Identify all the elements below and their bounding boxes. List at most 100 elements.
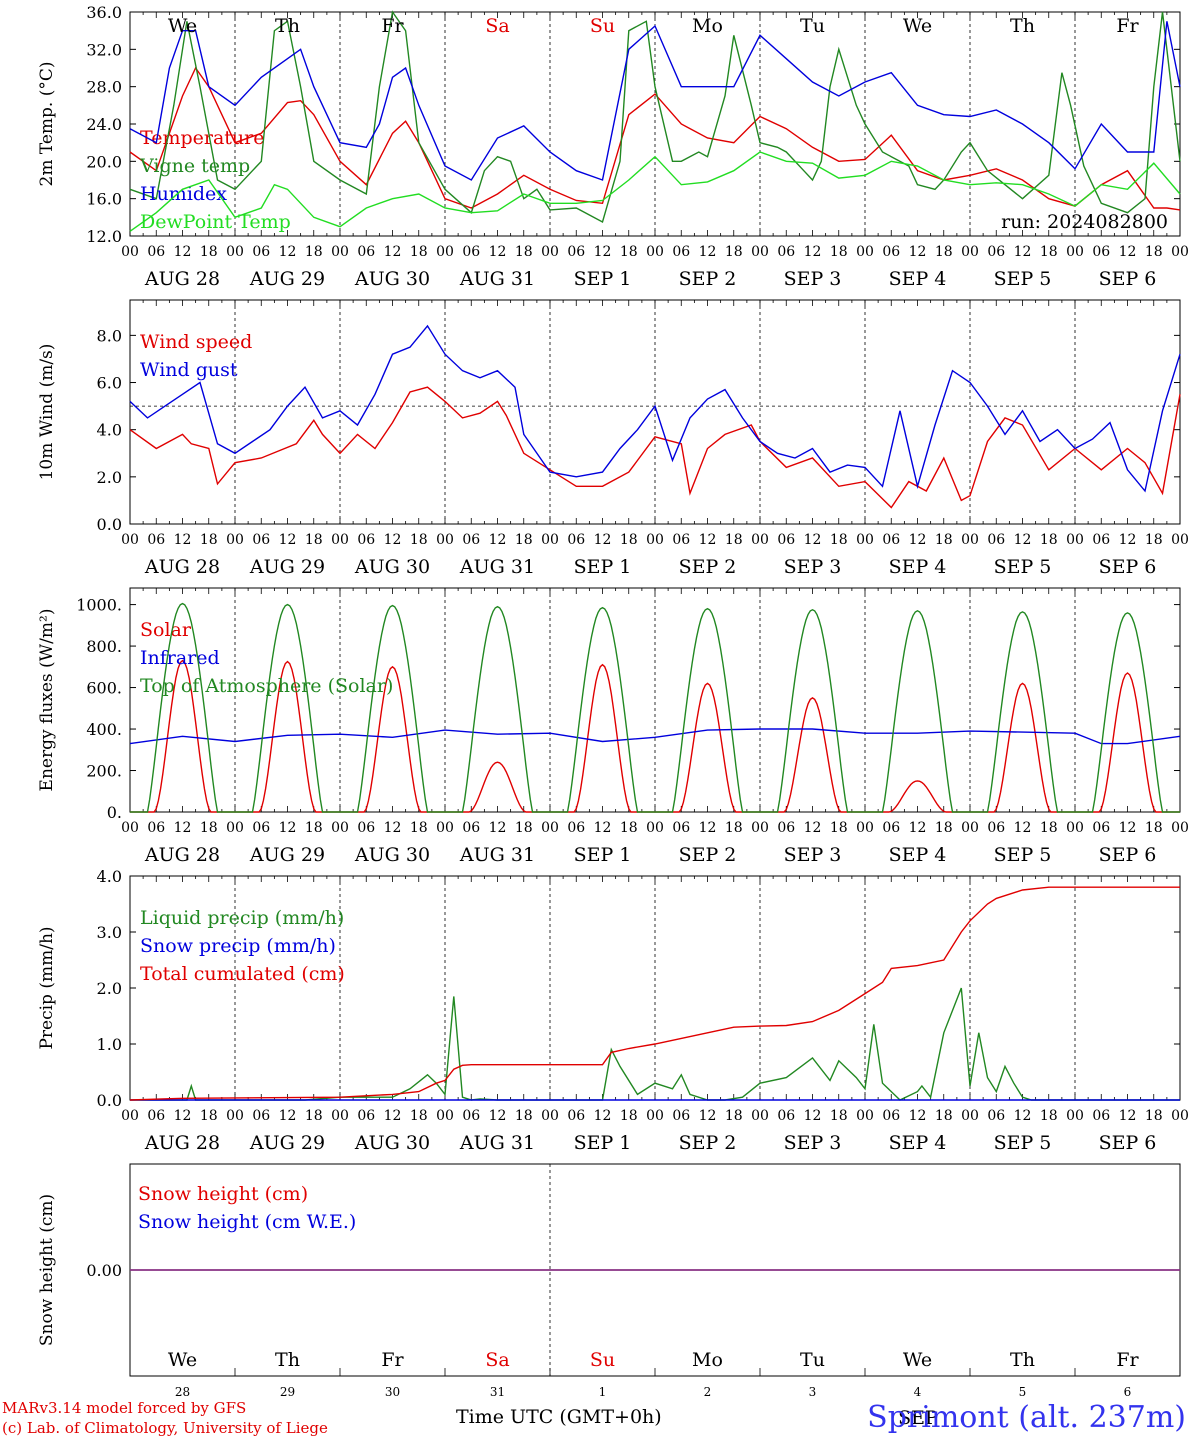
hour-tick-label: 18	[620, 532, 638, 548]
date-label: AUG 29	[249, 268, 325, 290]
y-tick-label: 28.0	[86, 78, 122, 97]
hour-tick-label: 00	[541, 244, 559, 260]
hour-tick-label: 00	[751, 532, 769, 548]
hour-tick-label: 18	[1040, 244, 1058, 260]
y-tick-label: 1.0	[97, 1035, 122, 1054]
hour-tick-label: 00	[436, 532, 454, 548]
hour-tick-label: 00	[1171, 1108, 1189, 1124]
legend-entry: DewPoint Temp	[140, 211, 291, 233]
hour-tick-label: 12	[174, 1108, 192, 1124]
y-tick-label: 32.0	[86, 40, 122, 59]
hour-tick-label: 00	[226, 820, 244, 836]
hour-tick-label: 18	[935, 820, 953, 836]
date-label: SEP 5	[994, 844, 1052, 866]
hour-tick-label: 06	[357, 244, 375, 260]
weekday-label: Th	[275, 1349, 300, 1371]
hour-tick-label: 06	[252, 820, 270, 836]
hour-tick-label: 18	[1145, 244, 1163, 260]
date-label: AUG 28	[144, 556, 220, 578]
day-number: 30	[385, 1385, 400, 1399]
hour-tick-label: 12	[489, 532, 507, 548]
series-line-total-cumulated-cm-	[129, 886, 1180, 1101]
series-line-solar	[865, 780, 970, 813]
hour-tick-label: 00	[121, 1108, 139, 1124]
series-line-liquid-precip-mm-h-	[130, 987, 1180, 1101]
hour-tick-label: 18	[200, 1108, 218, 1124]
series-line-solar	[340, 665, 445, 813]
hour-tick-label: 18	[200, 244, 218, 260]
series-line-toa-solar	[970, 611, 1075, 813]
hour-tick-label: 00	[331, 244, 349, 260]
hour-tick-label: 06	[1092, 1108, 1110, 1124]
hour-tick-label: 18	[200, 820, 218, 836]
hour-tick-label: 06	[777, 532, 795, 548]
hour-tick-label: 06	[357, 1108, 375, 1124]
hour-tick-label: 06	[147, 244, 165, 260]
run-label: run: 2024082800	[1001, 211, 1168, 233]
series-line-solar	[235, 660, 340, 813]
hour-tick-label: 12	[804, 532, 822, 548]
hour-tick-label: 06	[882, 244, 900, 260]
weekday-label: Su	[590, 15, 615, 37]
hour-tick-label: 12	[594, 532, 612, 548]
date-label: SEP 1	[574, 1132, 632, 1154]
hour-tick-label: 00	[541, 532, 559, 548]
series-line-toa-solar	[1075, 612, 1180, 813]
series-line-vigne-temp	[129, 10, 1181, 224]
y-tick-label: 4.0	[97, 421, 122, 440]
hour-tick-label: 12	[1014, 820, 1032, 836]
hour-tick-label: 06	[672, 532, 690, 548]
hour-tick-label: 00	[1066, 820, 1084, 836]
hour-tick-label: 00	[121, 820, 139, 836]
date-label: AUG 28	[144, 268, 220, 290]
hour-tick-label: 18	[305, 1108, 323, 1124]
date-label: AUG 31	[459, 268, 535, 290]
date-label: AUG 31	[459, 556, 535, 578]
weekday-label: Mo	[692, 15, 723, 37]
hour-tick-label: 06	[567, 1108, 585, 1124]
hour-tick-label: 18	[830, 244, 848, 260]
date-label: SEP 2	[679, 1132, 737, 1154]
series-line-wind-speed	[129, 386, 1181, 509]
date-label: SEP 4	[889, 268, 947, 290]
weekday-label: Su	[590, 1349, 615, 1371]
y-axis-label: 10m Wind (m/s)	[37, 344, 57, 481]
hour-tick-label: 00	[541, 1108, 559, 1124]
hour-tick-label: 12	[699, 820, 717, 836]
hour-tick-label: 06	[672, 1108, 690, 1124]
date-label: SEP 3	[784, 1132, 842, 1154]
weekday-label: Fr	[1116, 15, 1139, 37]
day-number: 5	[1019, 1385, 1027, 1399]
y-tick-label: 20.0	[86, 152, 122, 171]
hour-tick-label: 00	[856, 532, 874, 548]
hour-tick-label: 12	[699, 244, 717, 260]
series-line-toa-solar	[865, 610, 970, 813]
weekday-label: We	[168, 1349, 197, 1371]
hour-tick-label: 00	[856, 820, 874, 836]
day-number: 3	[809, 1385, 817, 1399]
date-label: SEP 1	[574, 844, 632, 866]
day-number: 6	[1124, 1385, 1132, 1399]
date-label: SEP 2	[679, 556, 737, 578]
day-number: 28	[175, 1385, 190, 1399]
hour-tick-label: 00	[961, 532, 979, 548]
hour-tick-label: 06	[147, 820, 165, 836]
hour-tick-label: 00	[436, 1108, 454, 1124]
hour-tick-label: 06	[567, 244, 585, 260]
hour-tick-label: 12	[1119, 532, 1137, 548]
hour-tick-label: 06	[672, 244, 690, 260]
date-label: AUG 30	[354, 556, 430, 578]
hour-tick-label: 12	[594, 1108, 612, 1124]
hour-tick-label: 12	[594, 820, 612, 836]
date-label: AUG 28	[144, 1132, 220, 1154]
hour-tick-label: 18	[305, 244, 323, 260]
hour-tick-label: 00	[226, 532, 244, 548]
hour-tick-label: 06	[1092, 244, 1110, 260]
date-label: AUG 29	[249, 1132, 325, 1154]
hour-tick-label: 00	[961, 1108, 979, 1124]
hour-tick-label: 18	[515, 820, 533, 836]
y-tick-label: 12.0	[86, 227, 122, 246]
hour-tick-label: 18	[410, 532, 428, 548]
hour-tick-label: 06	[252, 244, 270, 260]
